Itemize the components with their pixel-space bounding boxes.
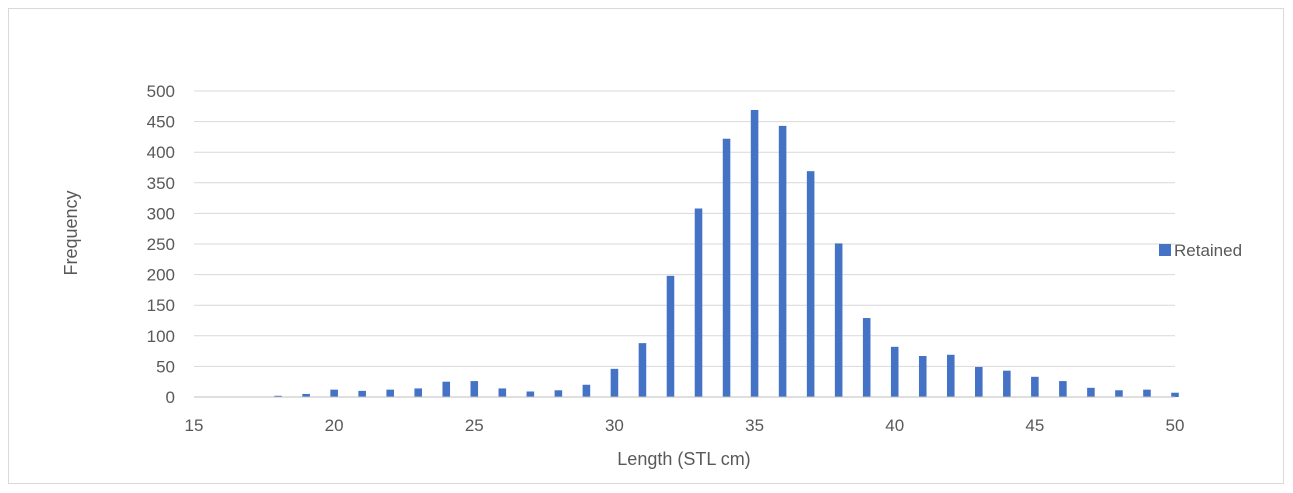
- bar: [666, 275, 675, 397]
- bar: [386, 389, 394, 397]
- bar: [302, 393, 310, 397]
- bar: [358, 390, 366, 397]
- bar: [638, 343, 647, 397]
- bar: [526, 391, 535, 397]
- y-tick-labels: 0 50 100 150 200 250 300 350 400 450 500: [147, 82, 175, 407]
- bar: [1115, 390, 1123, 397]
- y-tick-label: 350: [147, 174, 175, 193]
- x-tick-label: 20: [325, 416, 344, 435]
- x-tick-label: 40: [885, 416, 904, 435]
- bar: [1171, 392, 1179, 397]
- bar: [806, 171, 815, 397]
- length-frequency-chart: 0 50 100 150 200 250 300 350 400 450 500 15 20 25 30 3…: [61, 82, 1242, 469]
- legend-label: Retained: [1174, 241, 1242, 260]
- bar: [414, 388, 423, 397]
- bar: [582, 384, 591, 397]
- x-tick-label: 25: [465, 416, 484, 435]
- legend: Retained: [1159, 241, 1242, 260]
- bar: [1003, 370, 1011, 397]
- y-tick-label: 100: [147, 327, 175, 346]
- y-tick-label: 500: [147, 82, 175, 101]
- y-tick-label: 450: [147, 113, 175, 132]
- x-tick-label: 45: [1025, 416, 1044, 435]
- y-tick-label: 300: [147, 204, 175, 223]
- bar: [610, 368, 619, 397]
- bar: [1087, 387, 1095, 397]
- chart-frame: 0 50 100 150 200 250 300 350 400 450 500 15 20 25 30 3…: [8, 8, 1284, 484]
- gridlines: [194, 90, 1175, 367]
- bar: [778, 125, 787, 397]
- y-tick-label: 200: [147, 266, 175, 285]
- x-tick-labels: 15 20 25 30 35 40 45 50: [185, 416, 1185, 435]
- bar: [975, 367, 983, 397]
- y-tick-label: 400: [147, 143, 175, 162]
- bar: [1143, 389, 1151, 397]
- bars: [274, 109, 1179, 398]
- x-tick-label: 30: [605, 416, 624, 435]
- x-axis-title: Length (STL cm): [617, 449, 750, 469]
- bar: [1031, 376, 1039, 397]
- y-tick-label: 250: [147, 235, 175, 254]
- bar: [722, 138, 731, 397]
- bar: [442, 381, 451, 397]
- bar: [890, 346, 899, 397]
- bar: [750, 109, 759, 398]
- bar: [694, 208, 703, 397]
- bar: [918, 355, 927, 397]
- bar: [470, 381, 479, 397]
- legend-swatch: [1159, 244, 1171, 256]
- bar: [330, 389, 338, 397]
- y-tick-label: 50: [156, 357, 175, 376]
- x-tick-label: 15: [185, 416, 204, 435]
- bar: [1059, 381, 1067, 397]
- x-tick-label: 35: [745, 416, 764, 435]
- bar: [498, 388, 507, 397]
- bar: [946, 354, 955, 397]
- y-tick-label: 0: [166, 388, 175, 407]
- bar: [862, 318, 871, 397]
- bar: [274, 395, 282, 397]
- bar: [554, 390, 563, 397]
- bar: [834, 243, 843, 397]
- x-tick-label: 50: [1166, 416, 1185, 435]
- y-tick-label: 150: [147, 296, 175, 315]
- y-axis-title: Frequency: [61, 190, 81, 275]
